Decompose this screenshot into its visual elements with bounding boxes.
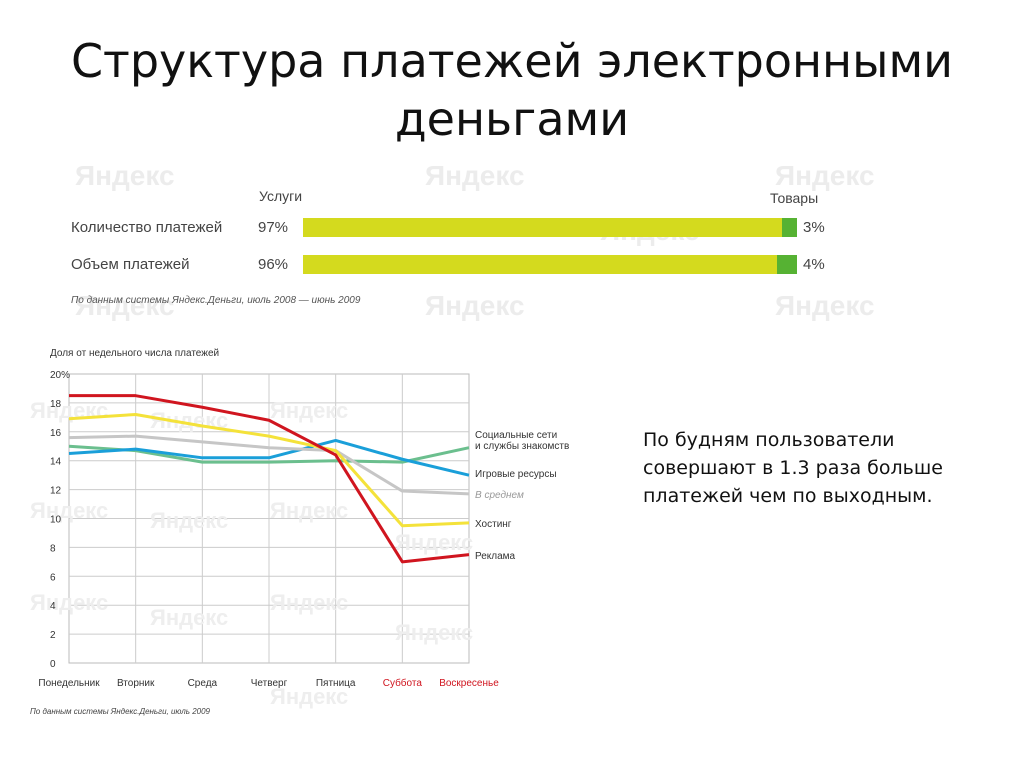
- legend-label: Социальные сети: [475, 430, 557, 441]
- page-title: Структура платежей электронными деньгами: [0, 32, 1024, 148]
- services-percent: 96%: [258, 256, 289, 273]
- watermark: Яндекс: [425, 160, 525, 191]
- y-tick-label: 8: [50, 543, 56, 554]
- y-tick-label: 6: [50, 572, 56, 583]
- watermark: Яндекс: [30, 590, 108, 615]
- watermark: Яндекс: [395, 620, 473, 645]
- x-tick-label: Пятница: [316, 678, 356, 689]
- title-line-1: Структура платежей электронными: [70, 34, 954, 88]
- watermark: Яндекс: [270, 684, 348, 709]
- series-line: [68, 412, 470, 528]
- legend-label: В среднем: [475, 490, 524, 501]
- goods-segment: [782, 218, 797, 237]
- y-tick-label: 14: [50, 457, 62, 468]
- x-tick-label: Четверг: [251, 678, 288, 689]
- goods-segment: [777, 255, 797, 274]
- watermark: Яндекс: [395, 530, 473, 555]
- watermark: Яндекс: [270, 398, 348, 423]
- bar-row-label: Объем платежей: [71, 256, 190, 273]
- watermark: Яндекс: [150, 508, 228, 533]
- legend-label: Реклама: [475, 551, 516, 562]
- line-chart: Доля от недельного числа платежей Яндекс…: [30, 348, 569, 716]
- stacked-bar: [303, 255, 797, 274]
- y-tick-label: 2: [50, 630, 56, 641]
- watermark: Яндекс: [75, 290, 175, 321]
- goods-percent: 3%: [803, 219, 825, 236]
- y-tick-label: 20%: [50, 370, 70, 381]
- watermark: Яндекс: [775, 290, 875, 321]
- title-line-2: деньгами: [394, 92, 630, 146]
- watermark: Яндекс: [775, 160, 875, 191]
- y-tick-label: 16: [50, 428, 62, 439]
- watermark: Яндекс: [425, 290, 525, 321]
- series-line: [68, 434, 470, 496]
- y-tick-label: 4: [50, 601, 56, 612]
- series-line: [68, 438, 470, 477]
- services-header: Услуги: [259, 188, 303, 204]
- x-tick-label: Воскресенье: [439, 678, 499, 689]
- series-line: [69, 394, 470, 564]
- goods-header: Товары: [770, 190, 819, 206]
- legend-label: Хостинг: [475, 519, 512, 530]
- line-chart-source: По данным системы Яндекс.Деньги, июль 20…: [30, 707, 211, 716]
- watermark: Яндекс: [75, 160, 175, 191]
- y-tick-label: 10: [50, 515, 62, 526]
- x-tick-label: Понедельник: [38, 678, 100, 689]
- y-tick-label: 12: [50, 486, 62, 497]
- legend-label: Игровые ресурсы: [475, 469, 557, 480]
- services-segment: [303, 255, 778, 274]
- legend-label: и службы знакомств: [475, 440, 569, 452]
- x-tick-label: Вторник: [117, 678, 155, 689]
- services-segment: [303, 218, 783, 237]
- watermark: Яндекс: [270, 498, 348, 523]
- y-axis-label: Доля от недельного числа платежей: [50, 348, 219, 359]
- bar-row-label: Количество платежей: [71, 219, 223, 236]
- y-tick-label: 0: [50, 659, 56, 670]
- watermark: Яндекс: [150, 605, 228, 630]
- stacked-bar: [303, 218, 797, 237]
- summary-text: По будням пользователи совершают в 1.3 р…: [643, 429, 943, 507]
- services-percent: 97%: [258, 219, 289, 236]
- goods-percent: 4%: [803, 256, 825, 273]
- x-tick-label: Суббота: [383, 677, 423, 689]
- watermark: Яндекс: [270, 590, 348, 615]
- y-tick-label: 18: [50, 399, 62, 410]
- watermark: Яндекс: [30, 498, 108, 523]
- x-tick-label: Среда: [188, 678, 218, 689]
- bar-chart-source: По данным системы Яндекс.Деньги, июль 20…: [71, 295, 361, 306]
